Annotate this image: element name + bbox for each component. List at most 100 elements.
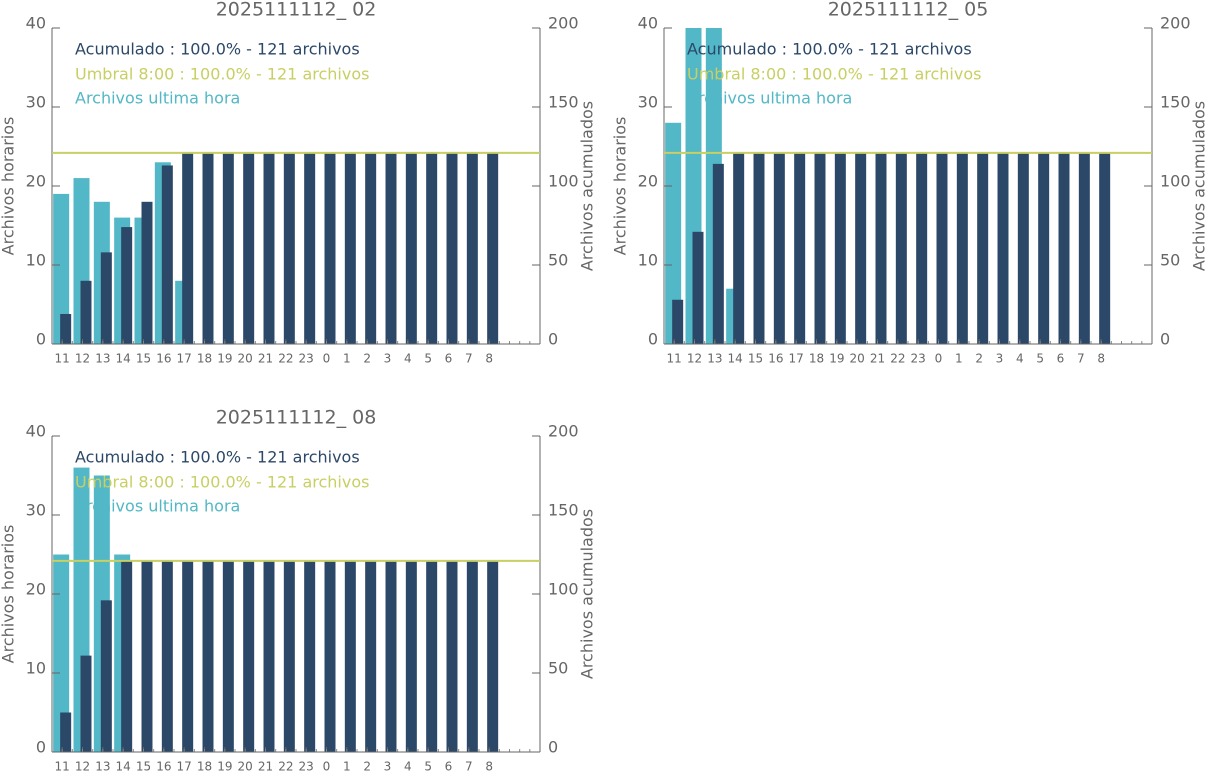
x-tick-label: 8 (1097, 352, 1105, 366)
cumulative-bar (487, 560, 499, 752)
cumulative-bar (977, 152, 989, 344)
x-tick-label: 7 (1077, 352, 1085, 366)
x-tick-label: 19 (829, 352, 844, 366)
x-tick-label: 1 (343, 760, 351, 771)
x-tick-label: 21 (258, 352, 273, 366)
x-tick-label: 5 (424, 760, 432, 771)
cumulative-bar (121, 560, 133, 752)
x-tick-label: 0 (323, 760, 331, 771)
cumulative-bar (956, 152, 968, 344)
x-tick-label: 21 (870, 352, 885, 366)
x-tick-label: 5 (1036, 352, 1044, 366)
cumulative-bar (466, 152, 478, 344)
x-tick-label: 13 (95, 352, 110, 366)
hourly-bar (665, 122, 682, 344)
x-tick-label: 14 (116, 352, 131, 366)
cumulative-bar (161, 165, 173, 344)
x-tick-label: 19 (217, 352, 232, 366)
x-tick-label: 20 (238, 352, 253, 366)
cumulative-bar (100, 600, 112, 752)
x-tick-label: 0 (323, 352, 331, 366)
cumulative-bar (487, 152, 499, 344)
x-tick-label: 17 (177, 760, 192, 771)
cumulative-bar (202, 560, 214, 752)
cumulative-bar (141, 560, 153, 752)
x-tick-label: 14 (116, 760, 131, 771)
chart-panel: 2025111112_ 05 Archivos horarios Archivos … (611, 0, 1206, 366)
x-tick-label: 4 (404, 760, 412, 771)
cumulative-bar (466, 560, 478, 752)
x-tick-label: 8 (485, 352, 493, 366)
y-tick-label: 10 (638, 251, 658, 270)
cumulative-bar (263, 152, 275, 344)
cumulative-bar (344, 560, 356, 752)
x-tick-label: 4 (1016, 352, 1024, 366)
cumulative-bar (304, 560, 316, 752)
x-tick-label: 1 (343, 352, 351, 366)
cumulative-bar (324, 560, 336, 752)
x-tick-label: 22 (278, 760, 293, 771)
x-tick-label: 12 (75, 352, 90, 366)
hourly-bar (53, 554, 70, 752)
y-tick-label: 20 (638, 172, 658, 191)
cumulative-bar (936, 152, 948, 344)
cumulative-bar (365, 152, 377, 344)
cumulative-bar (80, 655, 92, 752)
cumulative-bar (405, 560, 417, 752)
cumulative-bar (446, 560, 458, 752)
cumulative-bar (672, 299, 684, 344)
x-tick-label: 6 (445, 760, 453, 771)
y-tick-label: 20 (26, 172, 46, 191)
x-tick-label: 2 (363, 352, 371, 366)
x-tick-label: 15 (136, 352, 151, 366)
x-tick-label: 3 (384, 352, 392, 366)
chart-title: 2025111112_ 02 (216, 0, 377, 21)
bars (665, 28, 1111, 344)
cumulative-bar (283, 152, 295, 344)
x-tick-label: 7 (465, 760, 473, 771)
cumulative-bar (243, 560, 255, 752)
x-tick-label: 12 (75, 760, 90, 771)
x-tick-label: 23 (911, 352, 926, 366)
y2-tick-label: 150 (548, 501, 579, 520)
y-axis-title: Archivos horarios (0, 525, 18, 664)
x-tick-label: 16 (768, 352, 783, 366)
x-tick-label: 12 (687, 352, 702, 366)
chart-panel: 2025111112_ 08 Archivos horarios Archivos … (0, 407, 597, 771)
y2-axis-title: Archivos acumulados (578, 101, 597, 271)
legend-hourly: Archivos ultima hora (75, 497, 240, 516)
x-tick-label: 21 (258, 760, 273, 771)
x-tick-label: 8 (485, 760, 493, 771)
x-tick-label: 23 (299, 352, 314, 366)
cumulative-bar (773, 152, 785, 344)
cumulative-bar (182, 560, 194, 752)
x-tick-label: 1 (955, 352, 963, 366)
chart-title: 2025111112_ 05 (828, 0, 989, 21)
y2-tick-label: 100 (1160, 172, 1191, 191)
y2-tick-label: 50 (548, 659, 568, 678)
y-axis-title: Archivos horarios (0, 117, 18, 256)
x-tick-label: 16 (156, 352, 171, 366)
chart-panel: 2025111112_ 02 Archivos horarios Archivos … (0, 0, 597, 366)
x-tick-label: 15 (748, 352, 763, 366)
x-tick-label: 7 (465, 352, 473, 366)
x-tick-label: 0 (935, 352, 943, 366)
x-tick-label: 20 (850, 352, 865, 366)
y-tick-label: 0 (648, 330, 658, 349)
cumulative-bar (365, 560, 377, 752)
cumulative-bar (324, 152, 336, 344)
cumulative-bar (753, 152, 765, 344)
y2-axis-title: Archivos acumulados (578, 509, 597, 679)
legend-threshold: Umbral 8:00 : 100.0% - 121 archivos (75, 473, 369, 492)
x-tick-label: 22 (890, 352, 905, 366)
cumulative-bar (100, 252, 112, 344)
y-tick-label: 30 (26, 501, 46, 520)
cumulative-bar (283, 560, 295, 752)
cumulative-bar (222, 560, 234, 752)
legend-threshold: Umbral 8:00 : 100.0% - 121 archivos (75, 65, 369, 84)
legend-cumulative: Acumulado : 100.0% - 121 archivos (75, 40, 360, 59)
cumulative-bar (385, 152, 397, 344)
cumulative-bar (182, 152, 194, 344)
x-tick-label: 16 (156, 760, 171, 771)
y2-tick-label: 200 (548, 422, 579, 441)
